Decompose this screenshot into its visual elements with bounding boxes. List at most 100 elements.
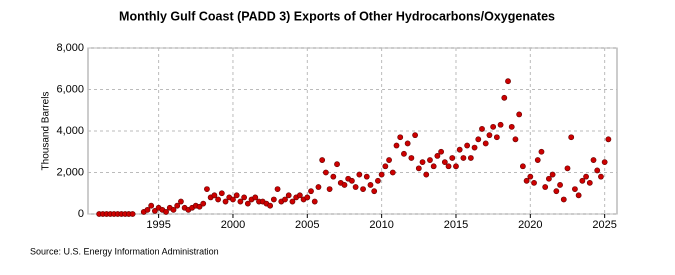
x-tick-label: 2005: [295, 219, 319, 231]
point: [427, 157, 433, 163]
point: [371, 188, 378, 195]
point: [244, 200, 251, 207]
y-tick-label: 6,000: [56, 83, 84, 95]
chart-title: Monthly Gulf Coast (PADD 3) Exports of O…: [119, 9, 555, 23]
y-tick-label: 4,000: [56, 125, 84, 137]
y-axis-label: Thousand Barrels: [41, 92, 52, 171]
point: [490, 123, 497, 130]
point: [501, 94, 508, 101]
point: [218, 190, 225, 197]
point: [505, 78, 511, 85]
point: [311, 198, 318, 205]
point: [178, 198, 184, 205]
point: [319, 157, 326, 163]
point: [493, 134, 500, 141]
point: [412, 132, 418, 139]
point: [527, 173, 534, 180]
point: [531, 179, 537, 186]
point: [445, 163, 452, 170]
point: [564, 165, 571, 172]
point: [423, 171, 430, 178]
point: [367, 182, 374, 188]
point: [419, 159, 426, 166]
point: [553, 188, 560, 195]
point: [471, 144, 478, 151]
y-tick-label: 8,000: [56, 42, 84, 54]
y-tick-label: 0: [78, 208, 84, 220]
point: [304, 194, 311, 201]
point: [449, 155, 456, 161]
point: [453, 163, 459, 170]
point: [546, 175, 552, 182]
point: [204, 186, 210, 192]
point: [479, 126, 485, 132]
point: [404, 140, 411, 147]
point: [267, 202, 274, 209]
point: [523, 177, 530, 184]
point: [382, 163, 389, 170]
point: [196, 203, 203, 210]
point: [230, 196, 236, 203]
point: [434, 152, 441, 159]
point: [568, 134, 575, 141]
point: [560, 196, 567, 203]
point: [516, 111, 523, 118]
point: [308, 188, 314, 195]
point: [430, 163, 437, 170]
point: [211, 192, 218, 199]
point: [467, 155, 474, 161]
point: [590, 157, 597, 163]
point: [241, 194, 248, 201]
point: [356, 171, 363, 178]
point: [349, 177, 355, 184]
point: [326, 186, 333, 192]
point: [586, 179, 593, 186]
point: [393, 142, 400, 149]
point: [519, 163, 526, 170]
point: [605, 136, 612, 143]
point: [441, 159, 448, 166]
point: [378, 171, 385, 178]
point: [315, 184, 322, 190]
point: [464, 142, 471, 149]
point: [233, 192, 240, 199]
point: [460, 155, 467, 161]
point: [341, 182, 348, 188]
point: [222, 198, 229, 205]
source: Source: U.S. Energy Information Administ…: [30, 246, 219, 256]
point: [542, 184, 549, 190]
point: [401, 150, 407, 157]
point: [549, 171, 556, 178]
point: [397, 134, 404, 141]
point: [438, 148, 445, 155]
point: [215, 196, 221, 203]
point: [579, 177, 586, 184]
point: [583, 173, 589, 180]
point: [456, 146, 463, 153]
point: [170, 206, 177, 213]
y-tick-label: 2,000: [56, 166, 84, 178]
x-tick-label: 1995: [146, 219, 170, 231]
x-tick-label: 2020: [518, 219, 542, 231]
point: [375, 177, 381, 184]
point: [538, 148, 545, 155]
x-tick-label: 2025: [592, 219, 616, 231]
point: [289, 198, 296, 205]
point: [152, 207, 158, 214]
point: [296, 192, 303, 199]
point: [386, 157, 392, 163]
point: [352, 184, 359, 190]
point: [330, 173, 337, 180]
point: [575, 192, 582, 199]
point: [534, 157, 541, 163]
point: [557, 182, 563, 188]
point: [601, 159, 608, 166]
point: [322, 169, 329, 176]
point: [252, 194, 259, 201]
point: [408, 155, 415, 161]
point: [512, 136, 519, 143]
point: [148, 202, 155, 209]
point: [285, 192, 292, 199]
x-tick-label: 2015: [444, 219, 468, 231]
